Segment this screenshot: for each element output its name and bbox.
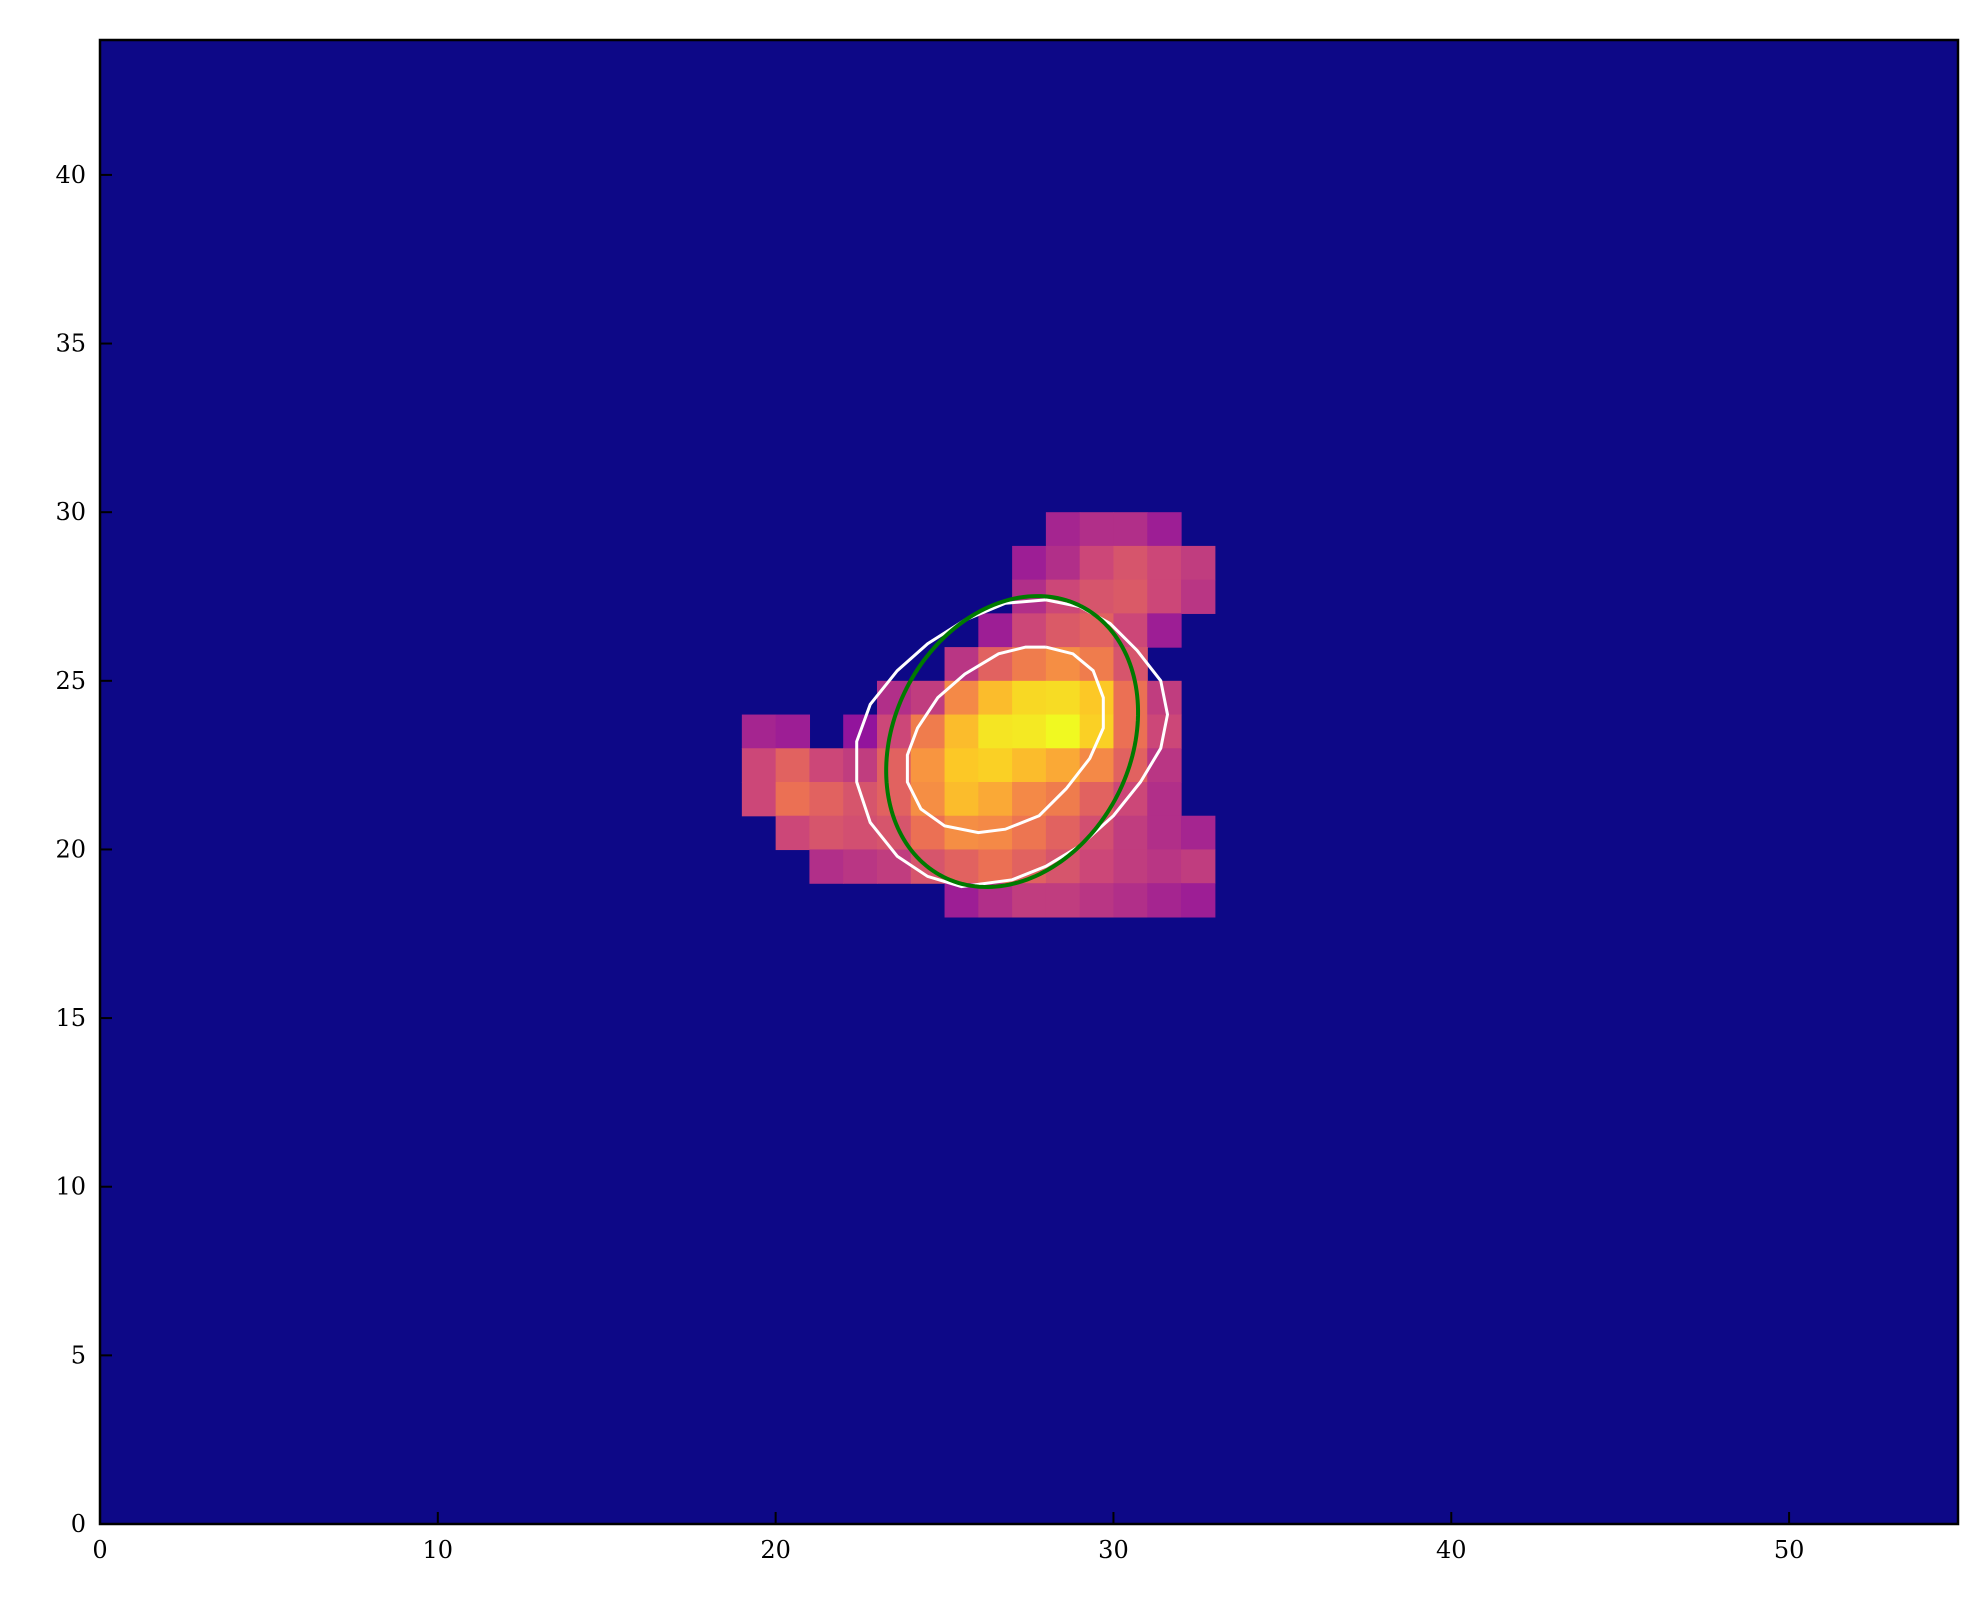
y-tick-label: 25 [55,667,86,695]
heatmap-cell [1147,815,1182,851]
fit-ellipse-layer [884,594,1141,889]
x-tick-label: 0 [92,1536,107,1564]
heatmap-cell [1012,647,1047,682]
heatmap-cell [1079,613,1115,648]
heatmap-cell [944,883,979,918]
heatmap-cell [1181,579,1216,614]
heatmap-cell [1045,512,1081,547]
heatmap-cell [1045,545,1081,581]
heatmap-cell [775,714,811,749]
heatmap-cell [876,782,912,817]
heatmap-cell [1113,579,1148,614]
heatmap-cell [1012,680,1047,716]
heatmap-cell [1113,714,1148,749]
y-tick-label: 30 [55,498,86,526]
heatmap-cell [978,849,1013,884]
heatmap-cell [1181,815,1216,851]
y-axis-ticks: 0 5 10 15 20 25 30 35 40 [55,161,112,1538]
heatmap-cell [978,613,1013,648]
heatmap-cell [1181,883,1216,918]
heatmap-cell [1045,680,1081,716]
heatmap-cell [809,748,844,783]
heatmap-cell [1113,545,1148,581]
y-tick-label: 40 [55,161,86,189]
heatmap-cell [1113,512,1148,547]
contour-line-2 [905,645,1105,835]
x-tick-label: 30 [1098,1536,1129,1564]
heatmap-cell [1012,613,1047,648]
heatmap-cell [978,714,1013,749]
heatmap-cell [1012,782,1047,817]
heatmap-cell [1012,545,1047,581]
heatmap-cell [1181,849,1216,884]
heatmap-cell [876,849,912,884]
heatmap-cell [1079,680,1115,716]
heatmap-cell [809,849,844,884]
heatmap-cell [1147,613,1182,648]
heatmap-cell [775,815,811,851]
x-tick-label: 50 [1774,1536,1805,1564]
heatmap-cell [1113,680,1148,716]
heatmap-cell [978,748,1013,783]
heatmap-cell [1079,512,1115,547]
heatmap-cell [1045,815,1081,851]
heatmap-cell [944,748,979,783]
heatmap-cell [1079,849,1115,884]
heatmap-cell [978,782,1013,817]
heatmap-cell [1045,782,1081,817]
x-tick-label: 40 [1436,1536,1467,1564]
heatmap-cell [1079,545,1115,581]
heatmap-cell [1045,613,1081,648]
y-tick-label: 0 [71,1510,86,1538]
heatmap-cell [1012,748,1047,783]
contour-lines [855,598,1170,889]
heatmap-cell [1045,883,1081,918]
heatmap-cell [843,782,878,817]
x-axis-ticks: 0 10 20 30 40 50 [92,1512,1804,1564]
heatmap-cell [741,714,777,749]
heatmap-cell [843,815,878,851]
heatmap-cell [775,748,811,783]
heatmap-cell [1113,849,1148,884]
fit-ellipse [884,594,1141,889]
heatmap-cell [1012,815,1047,851]
heatmap-cell [843,748,878,783]
heatmap-cell [1147,579,1182,614]
heatmap-cell [1147,748,1182,783]
heatmap-cell [843,849,878,884]
heatmap-cell [1113,883,1148,918]
heatmap-cell [809,815,844,851]
y-tick-label: 20 [55,835,86,863]
heatmap-cell [944,782,979,817]
x-tick-label: 20 [760,1536,791,1564]
heatmap-cell [876,748,912,783]
heatmap-cell [1045,714,1081,749]
heatmap-cell [809,782,844,817]
heatmap-cell [1012,883,1047,918]
heatmap-cell [1147,545,1182,581]
contour-line-1 [855,598,1170,889]
heatmap-cell [741,782,777,817]
heatmap-cell [775,782,811,817]
heatmap-cell [1147,512,1182,547]
heatmap-cell [978,680,1013,716]
heatmap-cell [1147,782,1182,817]
axes-frame [98,38,1960,1526]
heatmap-cell [741,748,777,783]
heatmap-cell [944,714,979,749]
y-tick-label: 35 [55,330,86,358]
heatmap-cell [1147,883,1182,918]
heatmap-cell [1147,849,1182,884]
y-tick-label: 5 [71,1341,86,1369]
heatmap-cell [910,748,946,783]
y-tick-label: 10 [55,1173,86,1201]
x-tick-label: 10 [423,1536,454,1564]
heatmap-cell [1012,714,1047,749]
y-tick-label: 15 [55,1004,86,1032]
heatmap-cell [1181,545,1216,581]
heatmap-cell [1079,883,1115,918]
axes-frame-layer [98,38,1960,1526]
heatmap-cell [1113,815,1148,851]
